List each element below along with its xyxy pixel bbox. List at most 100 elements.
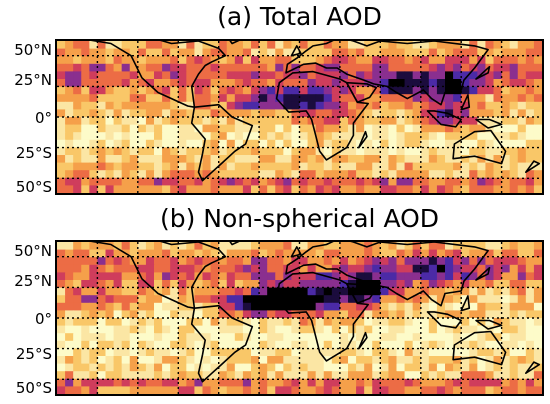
total-aod-cell — [89, 177, 99, 186]
nonspherical-aod-cell — [493, 249, 503, 258]
nonspherical-aod-cell — [380, 333, 390, 342]
nonspherical-aod-cell — [533, 249, 542, 258]
nonspherical-aod-cell — [364, 310, 373, 319]
total-aod-cell — [372, 170, 381, 179]
nonspherical-aod-cell — [145, 257, 155, 266]
nonspherical-aod-cell — [436, 257, 446, 266]
total-aod-cell — [339, 147, 349, 156]
total-aod-cell — [57, 132, 66, 141]
nonspherical-aod-cell — [331, 318, 341, 327]
total-aod-cell — [380, 109, 390, 118]
total-aod-cell — [113, 139, 123, 148]
total-aod-cell — [525, 101, 535, 110]
nonspherical-aod-cell — [388, 318, 398, 327]
nonspherical-aod-cell — [469, 378, 478, 387]
nonspherical-aod-cell — [283, 340, 293, 349]
total-aod-cell — [291, 56, 301, 65]
total-aod-cell — [445, 147, 454, 156]
total-aod-cell — [242, 162, 252, 171]
total-aod-cell — [364, 147, 373, 156]
nonspherical-aod-cell — [356, 363, 365, 372]
total-aod-cell — [137, 79, 147, 88]
nonspherical-aod-cell — [339, 257, 349, 266]
total-aod-cell — [291, 48, 301, 57]
nonspherical-aod-cell — [186, 257, 196, 266]
nonspherical-aod-cell — [291, 340, 301, 349]
nonspherical-aod-cell — [372, 249, 381, 258]
nonspherical-aod-cell — [162, 333, 171, 342]
nonspherical-aod-cell — [57, 280, 66, 289]
total-aod-cell — [242, 147, 252, 156]
nonspherical-aod-cell — [218, 295, 228, 304]
total-aod-cell — [533, 63, 542, 72]
total-aod-cell — [453, 48, 462, 57]
total-aod-cell — [323, 94, 333, 103]
nonspherical-aod-cell — [89, 348, 99, 357]
total-aod-cell — [178, 79, 187, 88]
nonspherical-aod-cell — [453, 333, 462, 342]
total-aod-cell — [218, 71, 228, 80]
nonspherical-aod-cell — [267, 318, 276, 327]
nonspherical-aod-cell — [348, 287, 357, 296]
nonspherical-aod-cell — [154, 325, 163, 334]
nonspherical-aod-cell — [121, 371, 131, 380]
nonspherical-aod-cell — [356, 386, 365, 394]
nonspherical-aod-cell — [404, 249, 414, 258]
total-aod-cell — [259, 124, 268, 133]
total-aod-cell — [154, 139, 163, 148]
nonspherical-aod-cell — [412, 371, 422, 380]
total-aod-cell — [73, 162, 82, 171]
nonspherical-aod-cell — [178, 340, 187, 349]
lat-label-25s-b: 25°S — [15, 345, 52, 363]
coastline — [345, 81, 378, 104]
total-aod-cell — [404, 101, 414, 110]
total-aod-cell — [73, 147, 82, 156]
total-aod-cell — [348, 86, 357, 95]
total-aod-cell — [242, 170, 252, 179]
nonspherical-aod-cell — [242, 371, 252, 380]
nonspherical-aod-cell — [372, 378, 381, 387]
nonspherical-aod-cell — [259, 310, 268, 319]
nonspherical-aod-cell — [331, 310, 341, 319]
nonspherical-aod-cell — [315, 371, 325, 380]
total-aod-cell — [81, 139, 90, 148]
nonspherical-aod-cell — [485, 333, 495, 342]
nonspherical-aod-cell — [364, 371, 373, 380]
nonspherical-aod-cell — [323, 257, 333, 266]
nonspherical-aod-cell — [331, 280, 341, 289]
nonspherical-aod-cell — [364, 348, 373, 357]
nonspherical-aod-cell — [129, 272, 139, 281]
nonspherical-aod-cell — [65, 264, 74, 273]
total-aod-cell — [509, 162, 519, 171]
nonspherical-aod-cell — [242, 378, 252, 387]
nonspherical-aod-cell — [420, 340, 430, 349]
total-aod-cell — [436, 56, 446, 65]
nonspherical-aod-cell — [291, 257, 301, 266]
total-aod-cell — [137, 117, 147, 126]
nonspherical-aod-cell — [73, 242, 82, 251]
total-aod-cell — [331, 48, 341, 57]
nonspherical-aod-cell — [404, 348, 414, 357]
total-aod-cell — [259, 147, 268, 156]
nonspherical-aod-cell — [202, 287, 212, 296]
nonspherical-aod-cell — [412, 295, 422, 304]
nonspherical-aod-cell — [137, 287, 147, 296]
nonspherical-aod-cell — [283, 249, 293, 258]
total-aod-cell — [129, 41, 139, 50]
lat-label-25s-a: 25°S — [15, 144, 52, 162]
nonspherical-aod-cell — [428, 264, 438, 273]
total-aod-cell — [275, 162, 284, 171]
total-aod-cell — [154, 56, 163, 65]
nonspherical-aod-cell — [65, 386, 74, 394]
total-aod-cell — [380, 147, 390, 156]
nonspherical-aod-cell — [388, 257, 398, 266]
nonspherical-aod-cell — [331, 340, 341, 349]
nonspherical-aod-cell — [485, 310, 495, 319]
total-aod-cell — [242, 132, 252, 141]
nonspherical-aod-cell — [364, 386, 373, 394]
nonspherical-aod-cell — [461, 386, 470, 394]
nonspherical-aod-cell — [493, 310, 503, 319]
nonspherical-aod-cell — [178, 257, 187, 266]
nonspherical-aod-cell — [299, 257, 309, 266]
total-aod-cell — [372, 155, 381, 164]
